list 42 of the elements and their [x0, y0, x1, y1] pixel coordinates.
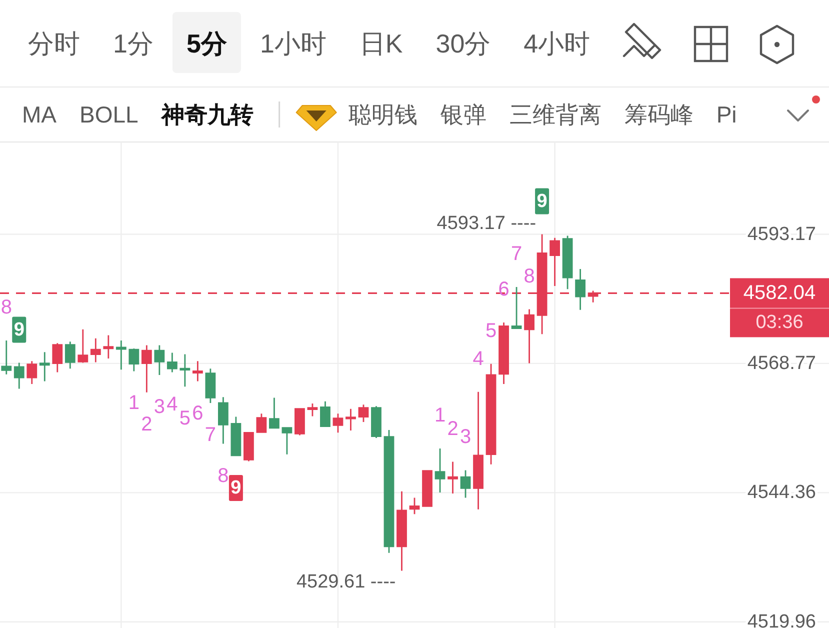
text: 5分: [186, 28, 228, 58]
y-tick-label: 4544.36: [747, 482, 816, 504]
annotation: 8: [524, 265, 535, 288]
text: 1分: [113, 28, 154, 58]
annotation: 5: [179, 408, 190, 430]
text: 1小时: [260, 28, 326, 58]
annotation: 4529.61 ----: [296, 571, 396, 592]
text: 30分: [436, 28, 491, 58]
text: 神奇九转: [160, 102, 254, 128]
annotation: 2: [447, 418, 458, 440]
text: 筹码峰: [624, 102, 694, 128]
annotation: 03:36: [756, 312, 804, 334]
annotation: 2: [141, 413, 152, 436]
text: 分时: [28, 28, 80, 58]
text: BOLL: [80, 102, 139, 128]
text: 银弹: [439, 102, 486, 128]
text: 聪明钱: [348, 102, 418, 128]
annotation: 6: [192, 402, 204, 424]
text: 日K: [359, 28, 404, 58]
text: MA: [22, 102, 58, 128]
y-tick-label: 4593.17: [747, 224, 816, 245]
annotation: 8: [218, 464, 229, 487]
annotation: 8: [0, 296, 12, 319]
annotation: 5: [485, 320, 497, 342]
text: Pi: [716, 102, 737, 128]
annotation: 3: [154, 396, 165, 418]
text: 4小时: [524, 28, 590, 58]
annotation: 9: [230, 477, 242, 498]
annotation: 7: [510, 243, 522, 266]
annotation: 9: [14, 319, 24, 340]
annotation: 4: [166, 393, 178, 416]
text: 三维背离: [509, 102, 602, 128]
annotation: 7: [204, 424, 216, 446]
annotation: 4: [472, 348, 484, 370]
annotation: 9: [536, 190, 548, 212]
ref-line-label: 4582.04: [743, 282, 816, 304]
y-tick-label: 4568.77: [747, 352, 816, 374]
y-tick-label: 4519.96: [747, 611, 816, 628]
annotation: 4593.17 ----: [436, 212, 536, 234]
annotation: 1: [434, 404, 446, 427]
annotation: 3: [460, 426, 472, 448]
annotation: 1: [128, 392, 140, 414]
